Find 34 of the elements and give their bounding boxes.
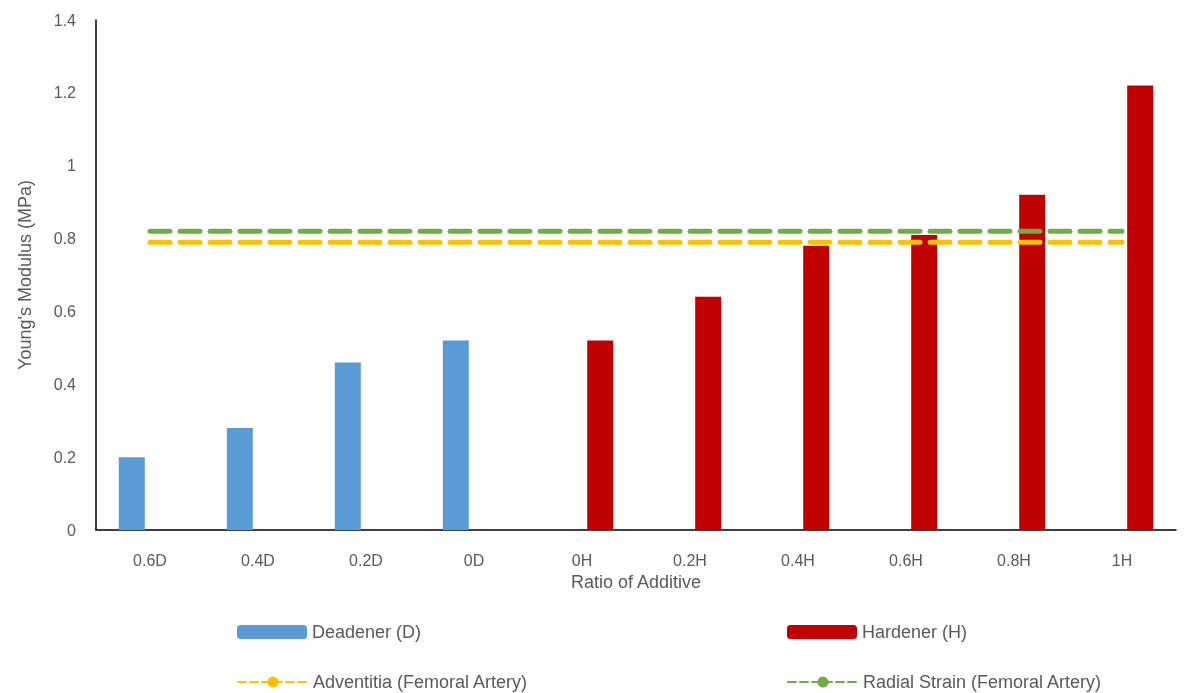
x-tick-label: 0.6H xyxy=(889,551,923,569)
x-tick-label: 1H xyxy=(1111,551,1133,569)
x-tick-label: 0.2H xyxy=(673,551,707,569)
bar xyxy=(1019,194,1046,530)
x-tick-label: 0.4H xyxy=(781,551,815,569)
bar xyxy=(695,296,722,530)
x-axis-title: Ratio of Additive xyxy=(570,571,702,592)
x-tick-label: 0.8H xyxy=(997,551,1031,569)
bar xyxy=(226,428,253,530)
bar xyxy=(911,234,938,530)
y-tick-label: 1.4 xyxy=(53,11,77,29)
x-tick-label: 0.4D xyxy=(241,551,275,569)
y-axis-title: Young's Modulus (MPa) xyxy=(15,180,35,370)
legend-label: Radial Strain (Femoral Artery) xyxy=(863,672,1102,692)
legend-label: Adventitia (Femoral Artery) xyxy=(313,672,528,692)
y-tick-label: 0.6 xyxy=(53,302,77,320)
legend-label: Hardener (H) xyxy=(862,622,968,642)
x-tick-label: 0.2D xyxy=(349,551,383,569)
y-tick-label: 1.2 xyxy=(53,84,77,102)
x-tick-label: 0.6D xyxy=(133,551,167,569)
y-tick-label: 1 xyxy=(67,157,77,175)
y-tick-label: 0 xyxy=(67,521,77,539)
bar xyxy=(587,340,614,530)
y-tick-label: 0.4 xyxy=(53,375,77,393)
bar xyxy=(118,457,145,530)
y-tick-label: 0.8 xyxy=(53,230,77,248)
bar xyxy=(803,245,830,530)
bar xyxy=(334,362,361,530)
bar xyxy=(1127,85,1154,530)
bar xyxy=(442,340,469,530)
y-tick-label: 0.2 xyxy=(53,448,77,466)
legend-label: Deadener (D) xyxy=(312,622,422,642)
x-tick-label: 0D xyxy=(463,551,485,569)
x-tick-label: 0H xyxy=(571,551,593,569)
